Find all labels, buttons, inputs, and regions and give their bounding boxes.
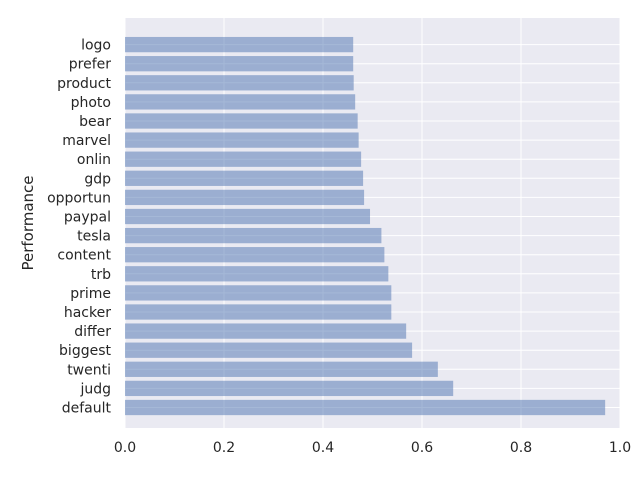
x-tick-label: 1.0 (609, 440, 631, 456)
bar-prime (125, 285, 392, 301)
x-tick-labels: 0.0 0.2 0.4 0.6 0.8 1.0 (114, 440, 631, 456)
bar-twenti (125, 361, 438, 377)
x-tick-label: 0.8 (510, 440, 532, 456)
y-tick-label: content (57, 248, 111, 264)
y-tick-label: marvel (62, 133, 111, 149)
y-tick-label: gdp (84, 171, 111, 187)
y-tick-label: prefer (69, 57, 111, 73)
y-tick-label: prime (70, 286, 111, 302)
bar-bear (125, 113, 358, 129)
bar-hacker (125, 304, 392, 320)
y-tick-label: photo (71, 95, 111, 111)
y-axis-label: Performance (19, 175, 37, 270)
y-tick-label: product (57, 76, 111, 92)
bar-tesla (125, 227, 382, 244)
y-tick-label: opportun (47, 190, 111, 206)
y-tick-label: trb (91, 267, 111, 283)
y-tick-label: tesla (77, 229, 111, 245)
y-tick-labels: default judg twenti biggest differ hacker prim… (47, 38, 111, 417)
y-tick-label: judg (79, 381, 111, 397)
y-tick-label: bear (79, 114, 111, 130)
bar-opportun (125, 189, 365, 206)
bar-trb (125, 266, 389, 282)
y-tick-label: hacker (64, 305, 111, 321)
bar-product (125, 75, 354, 91)
bar-content (125, 247, 385, 263)
y-tick-label: twenti (67, 362, 111, 378)
y-tick-label: default (62, 401, 112, 417)
bar-onlin (125, 151, 362, 167)
y-tick-label: paypal (64, 210, 111, 226)
y-tick-label: biggest (59, 343, 111, 359)
y-tick-label: logo (81, 38, 111, 54)
x-tick-label: 0.4 (312, 440, 334, 456)
x-tick-label: 0.2 (213, 440, 235, 456)
bar-biggest (125, 342, 413, 358)
bar-prefer (125, 56, 354, 72)
bar-judg (125, 380, 454, 397)
y-tick-label: differ (74, 324, 111, 340)
bar-gdp (125, 170, 364, 186)
x-tick-label: 0.6 (411, 440, 433, 456)
bar-photo (125, 94, 356, 110)
bar-logo (125, 36, 354, 53)
x-tick-label: 0.0 (114, 440, 136, 456)
y-tick-label: onlin (77, 152, 111, 168)
bar-default (125, 399, 606, 416)
bar-marvel (125, 132, 359, 148)
bar-differ (125, 323, 407, 339)
bars (125, 36, 606, 416)
bar-paypal (125, 208, 371, 225)
